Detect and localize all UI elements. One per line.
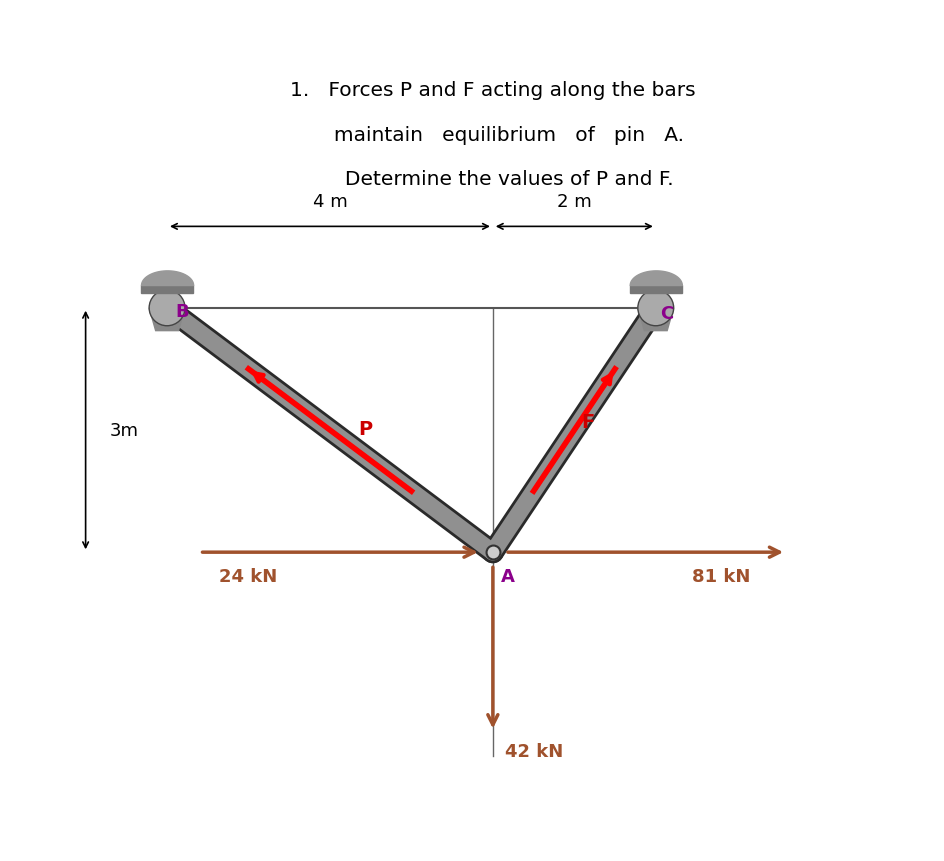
Polygon shape — [149, 308, 185, 331]
Circle shape — [637, 290, 673, 326]
Text: F: F — [581, 412, 594, 431]
Text: 81 kN: 81 kN — [691, 567, 750, 585]
Text: P: P — [358, 419, 372, 438]
Text: Determine the values of P and F.: Determine the values of P and F. — [312, 170, 672, 189]
Circle shape — [149, 290, 185, 326]
Polygon shape — [637, 308, 673, 331]
Polygon shape — [141, 286, 193, 294]
Text: C: C — [659, 304, 672, 322]
Text: B: B — [175, 302, 189, 320]
Polygon shape — [629, 286, 682, 294]
Text: 1.   Forces P and F acting along the bars: 1. Forces P and F acting along the bars — [290, 81, 695, 100]
Text: 42 kN: 42 kN — [504, 742, 563, 760]
Text: 2 m: 2 m — [556, 193, 591, 211]
Text: maintain   equilibrium   of   pin   A.: maintain equilibrium of pin A. — [301, 126, 683, 145]
Text: A: A — [500, 567, 514, 585]
Text: 4 m: 4 m — [312, 193, 347, 211]
Text: 24 kN: 24 kN — [219, 567, 278, 585]
Text: 3m: 3m — [110, 422, 139, 439]
